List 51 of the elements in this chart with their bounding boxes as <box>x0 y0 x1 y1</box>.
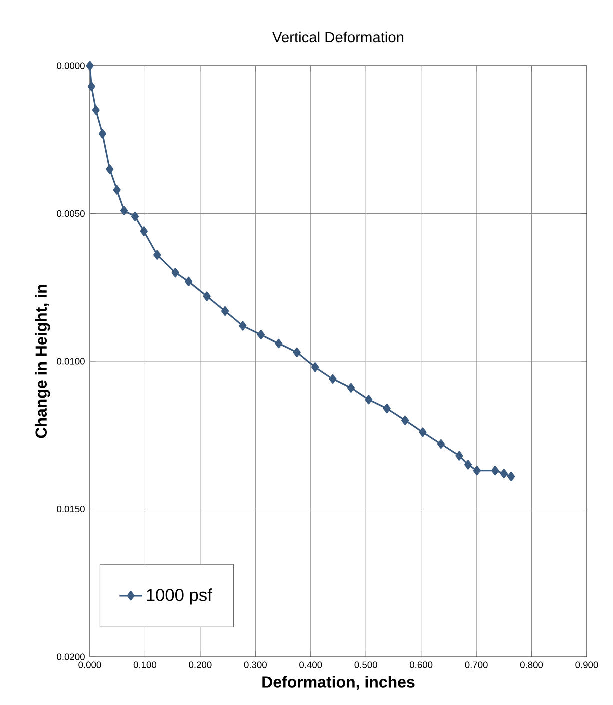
y-tick-label: 0.0100 <box>57 358 85 365</box>
point <box>106 164 114 174</box>
x-tick-label: 0.500 <box>354 662 378 668</box>
point <box>113 185 121 195</box>
legend-label: 1000 psf <box>147 588 212 605</box>
y-tick-label: 0.0000 <box>57 62 85 70</box>
point <box>203 292 211 302</box>
y-tick-label: 0.0050 <box>57 210 85 218</box>
point <box>239 321 247 331</box>
y-tick-label: 0.0150 <box>57 506 85 513</box>
point <box>172 268 180 278</box>
x-tick-label: 0.100 <box>134 662 157 668</box>
x-tick-label: 0.000 <box>78 662 102 668</box>
x-tick-label: 0.900 <box>576 662 598 668</box>
point <box>437 439 446 450</box>
point <box>456 451 464 461</box>
x-tick-label: 0.800 <box>520 662 544 668</box>
point <box>275 338 283 349</box>
point <box>508 472 516 482</box>
point <box>500 468 508 479</box>
point <box>402 416 410 426</box>
x-axis-title: Deformation, inches <box>262 676 415 690</box>
chart-title: Vertical Deformation <box>272 32 404 43</box>
point <box>185 276 193 287</box>
point <box>257 330 265 340</box>
point <box>329 374 337 384</box>
x-tick-label: 0.400 <box>300 662 322 668</box>
x-tick-label: 0.600 <box>410 662 433 668</box>
point <box>88 82 96 92</box>
point <box>140 226 148 236</box>
point <box>365 395 373 405</box>
x-tick-label: 0.200 <box>189 662 212 668</box>
point <box>120 206 128 216</box>
point <box>492 466 500 476</box>
point <box>473 466 481 476</box>
point <box>383 404 391 414</box>
y-axis-title: Change in Height, in <box>35 285 50 438</box>
point <box>86 61 94 71</box>
point <box>293 348 301 358</box>
point <box>419 428 427 438</box>
point <box>98 129 107 139</box>
point <box>131 212 140 222</box>
point <box>464 460 472 470</box>
point <box>312 362 320 372</box>
y-tick-label: 0.0200 <box>57 654 85 660</box>
point <box>347 383 355 393</box>
x-tick-label: 0.300 <box>244 662 267 668</box>
point <box>221 306 230 316</box>
x-tick-label: 0.700 <box>465 662 488 668</box>
point <box>92 106 100 116</box>
point <box>154 250 162 260</box>
